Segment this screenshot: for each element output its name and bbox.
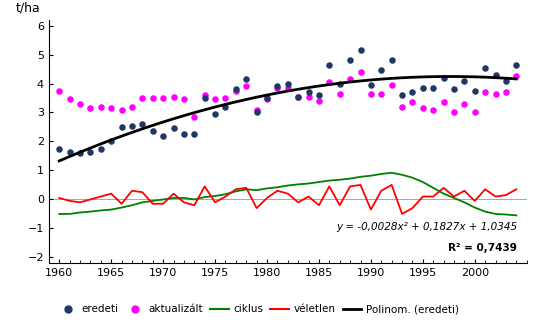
Point bbox=[387, 82, 396, 88]
Point bbox=[346, 58, 355, 63]
Point bbox=[377, 91, 386, 96]
Point bbox=[397, 92, 406, 98]
Point bbox=[470, 110, 479, 115]
Point bbox=[429, 85, 438, 90]
Point bbox=[397, 104, 406, 109]
Point bbox=[263, 97, 272, 102]
Point bbox=[314, 98, 323, 104]
Point bbox=[221, 95, 230, 101]
Point bbox=[460, 78, 469, 83]
Point bbox=[159, 95, 167, 101]
Point bbox=[231, 87, 240, 92]
Point bbox=[512, 62, 521, 67]
Legend: eredeti, aktualizált, ciklus, véletlen, Polinom. (eredeti): eredeti, aktualizált, ciklus, véletlen, … bbox=[54, 300, 463, 318]
Point bbox=[294, 94, 302, 99]
Point bbox=[325, 62, 334, 67]
Text: t/ha: t/ha bbox=[15, 2, 40, 15]
Point bbox=[55, 146, 64, 151]
Point bbox=[252, 110, 261, 115]
Point bbox=[180, 97, 188, 102]
Point bbox=[107, 139, 116, 144]
Point bbox=[367, 91, 375, 96]
Point bbox=[65, 149, 74, 154]
Point bbox=[200, 95, 209, 101]
Point bbox=[408, 100, 417, 105]
Point bbox=[429, 107, 438, 112]
Point bbox=[169, 126, 178, 131]
Point bbox=[314, 92, 323, 98]
Point bbox=[356, 69, 365, 75]
Point bbox=[75, 150, 84, 156]
Point bbox=[419, 85, 427, 90]
Point bbox=[75, 101, 84, 106]
Text: y = -0,0028x² + 0,1827x + 1,0345: y = -0,0028x² + 0,1827x + 1,0345 bbox=[336, 221, 517, 232]
Point bbox=[169, 94, 178, 99]
Point bbox=[512, 74, 521, 79]
Point bbox=[439, 75, 448, 80]
Point bbox=[502, 78, 510, 83]
Point bbox=[377, 68, 386, 73]
Point bbox=[450, 87, 458, 92]
Point bbox=[221, 104, 230, 109]
Point bbox=[97, 104, 105, 109]
Point bbox=[470, 88, 479, 93]
Point bbox=[273, 85, 282, 90]
Point bbox=[450, 110, 458, 115]
Point bbox=[138, 121, 147, 127]
Point bbox=[180, 132, 188, 137]
Point bbox=[211, 97, 219, 102]
Point bbox=[304, 89, 313, 95]
Point bbox=[86, 149, 95, 154]
Point bbox=[304, 94, 313, 99]
Point bbox=[117, 107, 126, 112]
Point bbox=[502, 89, 510, 95]
Point bbox=[242, 77, 250, 82]
Point bbox=[336, 81, 344, 86]
Point bbox=[97, 146, 105, 151]
Point bbox=[491, 72, 500, 77]
Point bbox=[55, 88, 64, 93]
Point bbox=[86, 106, 95, 111]
Point bbox=[367, 82, 375, 88]
Point bbox=[211, 111, 219, 116]
Point bbox=[325, 79, 334, 85]
Point bbox=[283, 81, 292, 86]
Point bbox=[356, 48, 365, 53]
Point bbox=[200, 92, 209, 98]
Point bbox=[439, 100, 448, 105]
Text: R² = 0,7439: R² = 0,7439 bbox=[449, 243, 517, 253]
Point bbox=[107, 106, 116, 111]
Point bbox=[346, 77, 355, 82]
Point bbox=[190, 114, 199, 119]
Point bbox=[408, 89, 417, 95]
Point bbox=[252, 107, 261, 112]
Point bbox=[419, 106, 427, 111]
Point bbox=[159, 133, 167, 138]
Point bbox=[190, 132, 199, 137]
Point bbox=[481, 65, 489, 70]
Point bbox=[231, 88, 240, 93]
Point bbox=[263, 95, 272, 101]
Point bbox=[242, 84, 250, 89]
Point bbox=[117, 124, 126, 130]
Point bbox=[65, 97, 74, 102]
Point bbox=[387, 58, 396, 63]
Point bbox=[138, 95, 147, 101]
Point bbox=[128, 123, 136, 128]
Point bbox=[336, 91, 344, 96]
Point bbox=[481, 89, 489, 95]
Point bbox=[273, 84, 282, 89]
Point bbox=[491, 91, 500, 96]
Point bbox=[283, 85, 292, 90]
Point bbox=[148, 95, 157, 101]
Point bbox=[128, 104, 136, 109]
Point bbox=[148, 129, 157, 134]
Point bbox=[460, 101, 469, 106]
Point bbox=[294, 94, 302, 99]
